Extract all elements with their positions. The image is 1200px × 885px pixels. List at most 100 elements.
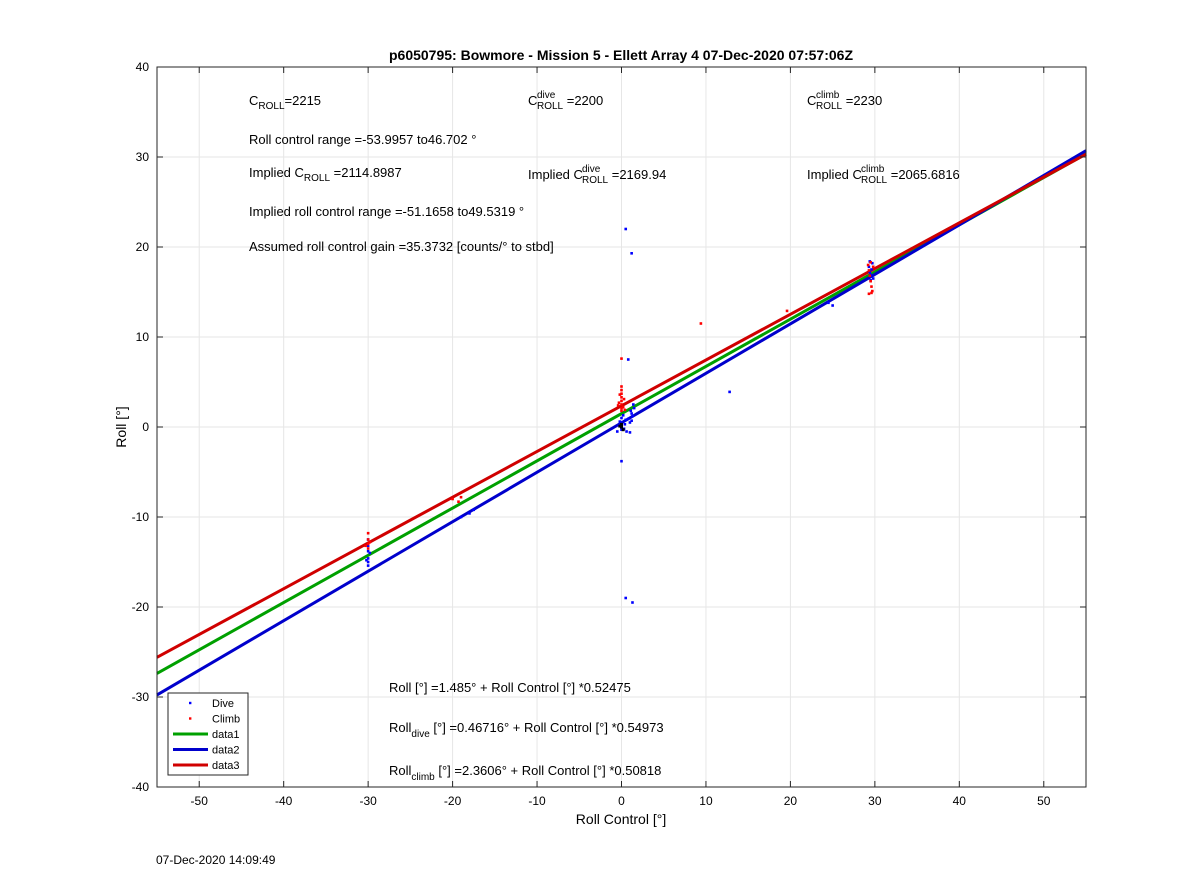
dive-point bbox=[621, 414, 625, 417]
x-tick-label: 30 bbox=[868, 794, 882, 808]
climb-point bbox=[618, 393, 622, 396]
dive-point bbox=[472, 508, 476, 512]
annotation-c-roll: CROLL=2215 bbox=[249, 93, 321, 112]
y-tick-label: 10 bbox=[136, 330, 150, 344]
annotation-implied-c-roll: Implied CROLL =2114.8987 bbox=[249, 165, 402, 184]
dive-point bbox=[632, 406, 636, 410]
dive-point bbox=[629, 409, 633, 413]
dive-point bbox=[366, 557, 370, 560]
climb-point bbox=[866, 263, 870, 267]
dive-point bbox=[368, 551, 372, 555]
climb-point bbox=[870, 291, 873, 295]
dive-point bbox=[615, 430, 619, 433]
dive-point bbox=[459, 515, 463, 519]
dive-point bbox=[625, 430, 628, 433]
annotation-assumed-gain: Assumed roll control gain =35.3732 [coun… bbox=[249, 239, 554, 254]
annotation-implied-c-roll-dive: Implied Cdive ROLL =2169.94 bbox=[528, 164, 666, 186]
dive-point bbox=[827, 301, 830, 305]
climb-point bbox=[867, 292, 871, 296]
y-tick-label: -40 bbox=[132, 780, 150, 794]
climb-point bbox=[622, 397, 626, 401]
climb-point bbox=[620, 403, 623, 406]
dive-point bbox=[624, 596, 628, 600]
climb-point bbox=[451, 497, 454, 501]
annotation-c-roll-dive: Cdive ROLL =2200 bbox=[528, 90, 603, 112]
dive-point bbox=[868, 270, 872, 274]
dive-point bbox=[728, 390, 731, 394]
climb-point bbox=[620, 357, 623, 360]
legend-label-climb: Climb bbox=[212, 714, 240, 726]
dive-point bbox=[632, 403, 635, 406]
annotation-implied-c-roll-climb: Implied Cclimb ROLL =2065.6816 bbox=[807, 164, 960, 186]
dive-point bbox=[366, 560, 370, 564]
y-tick-label: 20 bbox=[136, 240, 150, 254]
climb-point bbox=[868, 274, 872, 278]
climb-point bbox=[366, 531, 370, 535]
dive-point bbox=[468, 512, 471, 515]
dive-point bbox=[870, 268, 873, 271]
climb-point bbox=[867, 269, 871, 272]
climb-point bbox=[869, 279, 872, 283]
y-tick-label: -10 bbox=[132, 510, 150, 524]
legend-label-data2: data2 bbox=[212, 745, 240, 757]
axis-ticks: -50 -40 -30 -20 -10 0 10 20 30 40 50 -40 -30 -20 -10 0 1… bbox=[132, 60, 1086, 808]
cluster-point bbox=[620, 425, 623, 429]
climb-point bbox=[869, 261, 872, 264]
climb-point bbox=[620, 392, 623, 395]
climb-point bbox=[366, 538, 370, 541]
x-tick-label: 20 bbox=[784, 794, 798, 808]
x-tick-label: 50 bbox=[1037, 794, 1051, 808]
annotation-fit-all: Roll [°] =1.485° + Roll Control [°] *0.5… bbox=[389, 680, 631, 695]
dive-point bbox=[630, 412, 633, 415]
legend-marker-dive bbox=[189, 701, 192, 705]
dive-point bbox=[871, 261, 874, 265]
dive-point bbox=[630, 252, 633, 255]
legend-label-dive: Dive bbox=[212, 698, 234, 710]
legend-label-data3: data3 bbox=[212, 760, 240, 772]
x-tick-label: -40 bbox=[275, 794, 293, 808]
dive-point bbox=[366, 544, 370, 548]
dive-point bbox=[626, 417, 630, 421]
cluster-point bbox=[620, 422, 623, 426]
climb-point bbox=[616, 404, 620, 407]
y-axis-label: Roll [°] bbox=[113, 406, 129, 447]
legend-label-data1: data1 bbox=[212, 729, 240, 741]
dive-point bbox=[630, 419, 633, 422]
dive-point bbox=[624, 418, 628, 422]
climb-point bbox=[621, 405, 625, 409]
x-tick-label: 0 bbox=[618, 794, 625, 808]
cluster-point bbox=[621, 428, 625, 432]
dive-point bbox=[366, 564, 370, 567]
cluster-point bbox=[618, 424, 622, 428]
climb-point bbox=[620, 396, 623, 399]
climb-point bbox=[620, 406, 623, 410]
dive-point bbox=[620, 421, 623, 424]
annotation-fit-climb: Rollclimb [°] =2.3606° + Roll Control [°… bbox=[389, 763, 661, 783]
y-tick-label: 40 bbox=[136, 60, 150, 74]
climb-point bbox=[623, 408, 627, 412]
dive-point bbox=[867, 265, 871, 269]
x-tick-label: 40 bbox=[953, 794, 967, 808]
plot-series bbox=[156, 149, 1087, 697]
climb-point bbox=[870, 285, 873, 288]
dive-point bbox=[620, 428, 623, 431]
annotation-roll-control-range: Roll control range =-53.9957 to46.702 ° bbox=[249, 132, 476, 147]
climb-point bbox=[366, 542, 370, 546]
dive-point bbox=[618, 420, 622, 423]
dive-point bbox=[366, 549, 370, 553]
climb-point bbox=[459, 495, 463, 499]
annotation-fit-dive: Rolldive [°] =0.46716° + Roll Control [°… bbox=[389, 720, 664, 740]
dive-point bbox=[620, 416, 623, 420]
climb-point bbox=[617, 401, 621, 404]
legend-marker-climb bbox=[189, 717, 192, 720]
dive-point bbox=[624, 227, 628, 231]
x-tick-label: -30 bbox=[359, 794, 377, 808]
dive-point bbox=[628, 431, 632, 434]
climb-point bbox=[364, 544, 367, 548]
climb-point bbox=[457, 500, 460, 503]
climb-point bbox=[368, 540, 372, 544]
footer-timestamp: 07-Dec-2020 14:09:49 bbox=[156, 853, 276, 867]
dive-point bbox=[620, 459, 623, 463]
x-tick-label: -50 bbox=[191, 794, 209, 808]
